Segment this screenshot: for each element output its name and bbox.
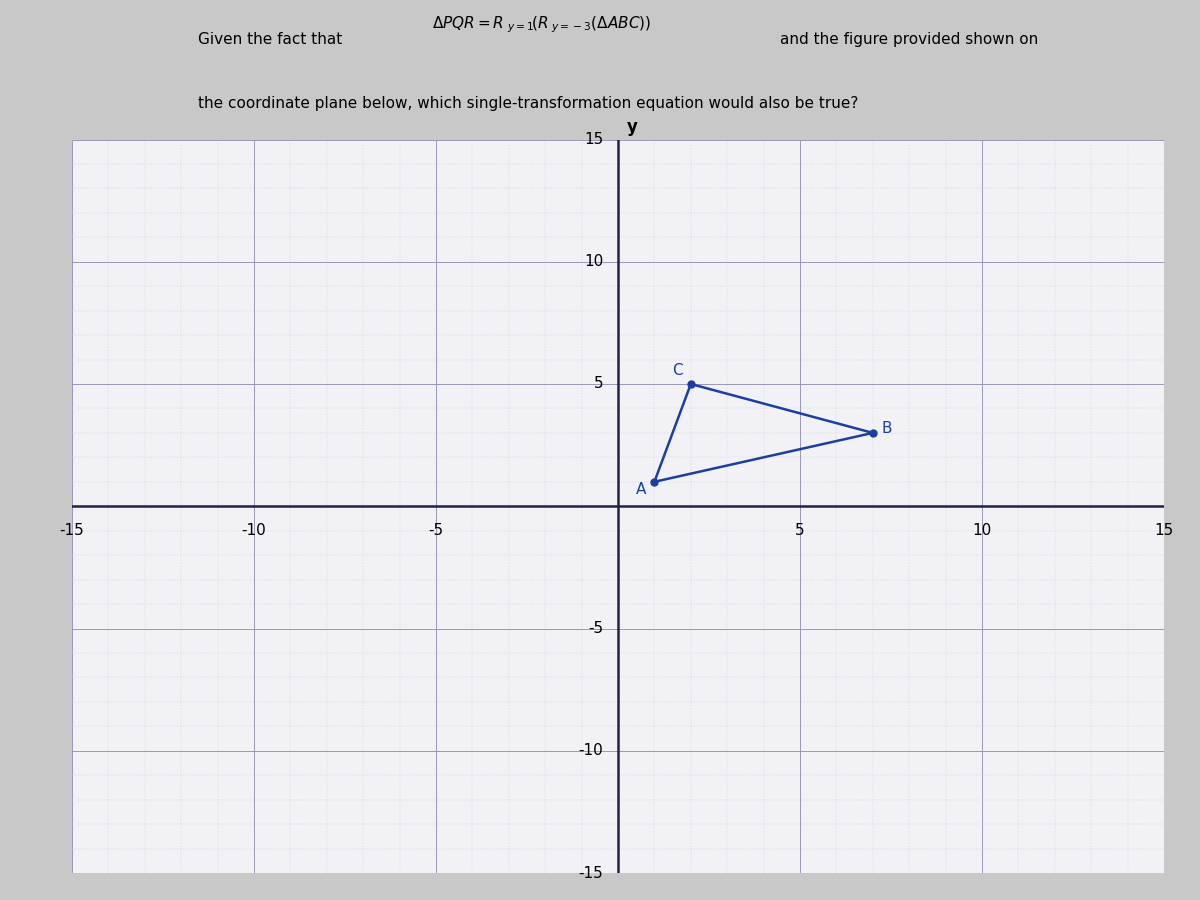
- Text: -10: -10: [578, 743, 604, 758]
- Text: 15: 15: [1154, 524, 1174, 538]
- Text: -10: -10: [241, 524, 266, 538]
- Text: Given the fact that: Given the fact that: [198, 32, 342, 47]
- Text: 5: 5: [594, 376, 604, 392]
- Text: C: C: [673, 364, 683, 378]
- Text: 10: 10: [584, 254, 604, 269]
- Text: y: y: [628, 118, 638, 136]
- Text: A: A: [636, 482, 647, 497]
- Text: -15: -15: [60, 524, 84, 538]
- Text: 15: 15: [584, 132, 604, 147]
- Text: -5: -5: [428, 524, 444, 538]
- Text: the coordinate plane below, which single-transformation equation would also be t: the coordinate plane below, which single…: [198, 95, 858, 111]
- Text: B: B: [882, 421, 893, 436]
- Text: -5: -5: [588, 621, 604, 636]
- Text: -15: -15: [578, 866, 604, 880]
- Text: 10: 10: [972, 524, 991, 538]
- Text: 5: 5: [796, 524, 805, 538]
- Text: and the figure provided shown on: and the figure provided shown on: [780, 32, 1038, 47]
- Text: $\Delta PQR = R_{\ y=1}\!\left(R_{\ y=-3}(\Delta ABC)\right)$: $\Delta PQR = R_{\ y=1}\!\left(R_{\ y=-3…: [432, 14, 652, 35]
